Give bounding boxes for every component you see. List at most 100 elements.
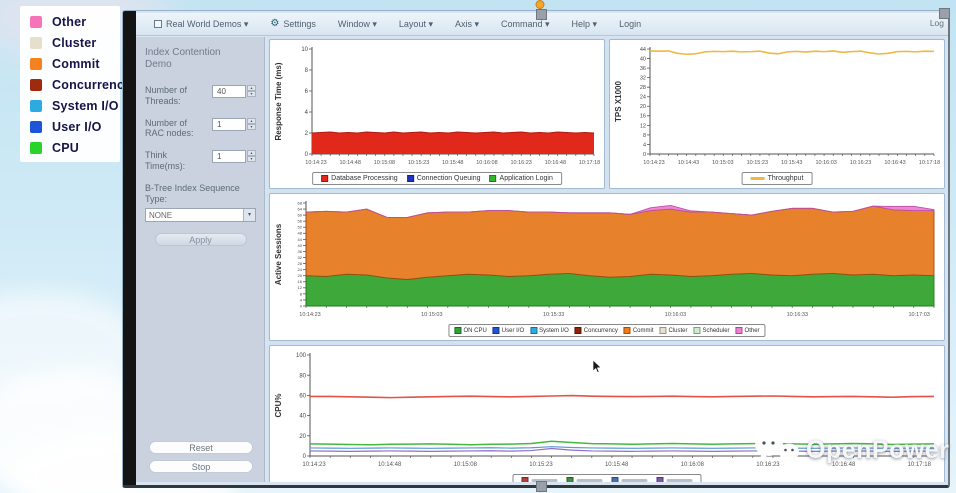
legend-entry-label: Scheduler xyxy=(702,327,730,334)
menu-command[interactable]: Command ▾ xyxy=(491,16,560,33)
legend-label: User I/O xyxy=(52,119,102,134)
menu-help[interactable]: Help ▾ xyxy=(562,16,608,33)
svg-text:10:14:23: 10:14:23 xyxy=(302,462,326,468)
menu-label: Login xyxy=(619,19,642,29)
control-sidebar: Index Contention Demo Number of Threads:… xyxy=(136,37,265,482)
wechat-icon xyxy=(755,434,799,464)
spinner-value[interactable]: 1 xyxy=(212,150,246,164)
svg-text:0: 0 xyxy=(303,454,307,460)
svg-text:10:15:08: 10:15:08 xyxy=(454,462,478,468)
resize-handle-top-center[interactable] xyxy=(536,9,547,20)
svg-text:100: 100 xyxy=(296,353,307,359)
svg-text:12: 12 xyxy=(298,285,303,290)
legend-swatch xyxy=(321,175,329,182)
svg-text:44: 44 xyxy=(640,47,646,53)
legend-swatch xyxy=(406,175,414,182)
side-legend-item-concurrency: Concurrency xyxy=(30,74,131,95)
svg-text:10:16:23: 10:16:23 xyxy=(850,160,871,166)
svg-text:10:16:08: 10:16:08 xyxy=(476,160,497,166)
legend-label: System I/O xyxy=(52,98,119,113)
active-sessions-svg: 04812162024283236404448525660646810:14:2… xyxy=(274,200,935,318)
menu-layout[interactable]: Layout ▾ xyxy=(389,16,443,33)
menu-window[interactable]: Window ▾ xyxy=(328,16,387,33)
svg-text:6: 6 xyxy=(305,89,309,95)
menu-axis[interactable]: Axis ▾ xyxy=(445,16,489,33)
response-time-svg: 0 2 4 6 8 10 10:14:23 10:14:48 10:15:08 10:15:23 1… xyxy=(274,47,600,166)
svg-text:12: 12 xyxy=(640,123,646,129)
side-legend-item-other: Other xyxy=(30,11,120,32)
menu-login[interactable]: Login xyxy=(609,16,651,32)
svg-text:8: 8 xyxy=(305,68,309,74)
svg-text:Response Time (ms): Response Time (ms) xyxy=(274,62,283,140)
legend-color-swatch xyxy=(30,78,42,91)
svg-text:10:15:33: 10:15:33 xyxy=(543,312,564,318)
svg-text:36: 36 xyxy=(640,66,646,72)
svg-text:52: 52 xyxy=(298,225,303,230)
toolbar-log-label[interactable]: Log xyxy=(929,18,944,28)
legend-swatch xyxy=(454,327,462,334)
svg-text:32: 32 xyxy=(298,255,303,260)
legend-swatch xyxy=(750,177,765,180)
legend-swatch xyxy=(521,477,529,482)
svg-text:40: 40 xyxy=(298,243,303,248)
spinner-value[interactable]: 1 xyxy=(212,117,246,131)
spinner-up-icon[interactable]: ▴ xyxy=(247,150,256,157)
legend-swatch xyxy=(735,327,743,334)
toolbar-menus: Real World Demos ▾ ⚙ Settings Window ▾ Layou… xyxy=(144,16,651,33)
legend-swatch xyxy=(530,327,538,334)
legend-smudge xyxy=(666,479,693,482)
legend-color-swatch xyxy=(30,15,42,28)
svg-text:10:15:08: 10:15:08 xyxy=(374,160,395,166)
side-legend-item-cpu: CPU xyxy=(30,137,120,158)
resize-handle-top-right[interactable] xyxy=(939,8,950,19)
legend-color-swatch xyxy=(30,57,42,70)
legend-swatch xyxy=(489,175,497,182)
reset-button[interactable]: Reset xyxy=(149,441,253,454)
menu-real-world-demos[interactable]: Real World Demos ▾ xyxy=(144,16,258,33)
legend-entry-label: System I/O xyxy=(539,327,569,334)
legend-entry-label: Other xyxy=(744,327,760,334)
spinner-down-icon[interactable]: ▾ xyxy=(247,91,256,97)
resize-handle-bottom-center[interactable] xyxy=(536,481,547,492)
spinner-up-icon[interactable]: ▴ xyxy=(247,85,256,91)
svg-text:10:17:18: 10:17:18 xyxy=(579,160,600,166)
field-think-time-ms: Think Time(ms): 1 ▴ ▾ xyxy=(145,150,256,172)
svg-text:28: 28 xyxy=(298,261,303,266)
legend-entry-on-cpu: ON CPU xyxy=(454,327,487,334)
svg-text:24: 24 xyxy=(298,267,303,272)
chevron-down-icon[interactable]: ▾ xyxy=(243,209,255,222)
stop-button[interactable]: Stop xyxy=(149,460,253,473)
spinner-down-icon[interactable]: ▾ xyxy=(247,156,256,163)
svg-text:24: 24 xyxy=(640,95,646,101)
tps-plot: 0 4 8 12 16 20 24 28 32 36 40 44 10:14:23 10:14:43 10:… xyxy=(612,42,942,168)
legend-swatch xyxy=(492,327,500,334)
apply-button[interactable]: Apply xyxy=(154,233,247,247)
legend-entry-connection-queuing: Connection Queuing xyxy=(406,175,481,182)
cpu-svg: 0 20 40 60 80 100 10:14:23 10:14:48 10:15:08 10:1… xyxy=(274,353,935,468)
spinner-value[interactable]: 40 xyxy=(212,85,246,98)
spinner-down-icon[interactable]: ▾ xyxy=(247,123,256,130)
svg-text:20: 20 xyxy=(299,434,306,440)
legend-color-swatch xyxy=(30,36,42,49)
svg-text:40: 40 xyxy=(299,414,306,420)
field-number-of-threads: Number of Threads: 40 ▴ ▾ xyxy=(145,85,256,107)
sidebar-fields: Number of Threads: 40 ▴ ▾ Number of RAC node… xyxy=(145,85,256,223)
app-window: Real World Demos ▾ ⚙ Settings Window ▾ Layou… xyxy=(122,10,950,488)
legend-swatch xyxy=(566,477,574,482)
svg-text:10:14:23: 10:14:23 xyxy=(305,160,326,166)
legend-label: CPU xyxy=(52,140,79,155)
menu-label: Axis ▾ xyxy=(454,18,479,29)
toolbar: Real World Demos ▾ ⚙ Settings Window ▾ Layou… xyxy=(136,13,948,36)
legend-entry-scheduler: Scheduler xyxy=(693,327,730,334)
menu-settings[interactable]: ⚙ Settings xyxy=(260,16,326,32)
svg-text:0: 0 xyxy=(305,152,309,158)
charts-area: 0 2 4 6 8 10 10:14:23 10:14:48 10:15:08 10:15:23 1… xyxy=(267,37,945,482)
sequence-type-select[interactable]: NONE ▾ xyxy=(145,208,256,223)
legend-swatch xyxy=(659,327,667,334)
svg-text:10:17:03: 10:17:03 xyxy=(908,312,929,318)
svg-text:20: 20 xyxy=(298,273,303,278)
spinner-up-icon[interactable]: ▴ xyxy=(247,117,256,124)
svg-text:10:15:23: 10:15:23 xyxy=(408,160,429,166)
spinner: 1 ▴ ▾ xyxy=(212,150,256,164)
legend-swatch xyxy=(574,327,582,334)
